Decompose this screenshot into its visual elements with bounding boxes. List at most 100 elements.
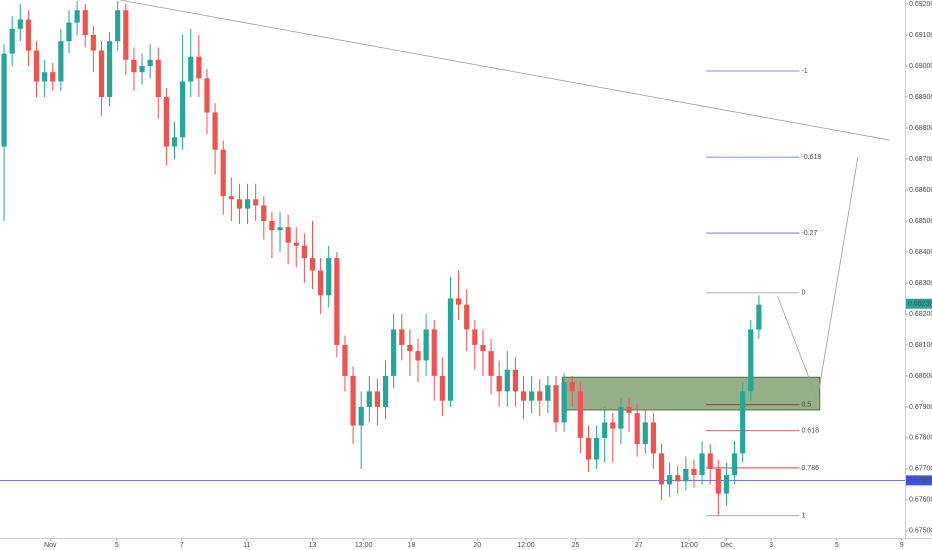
candle-body [537, 391, 543, 401]
y-tick-label: 0.69000 [909, 63, 932, 70]
fib-label: -0.618 [801, 154, 821, 161]
trendline [120, 0, 890, 141]
candle-body [253, 199, 259, 206]
y-tick-label: 0.68400 [909, 249, 932, 256]
candle-body [423, 329, 429, 361]
candle-body [561, 382, 567, 423]
candle-body [455, 298, 462, 305]
y-tick-label: 0.67700 [909, 466, 932, 473]
horizontal-line-price-box [906, 475, 932, 486]
candle-body [58, 41, 64, 82]
candle-body [610, 422, 616, 429]
x-tick-label: 20 [473, 542, 481, 549]
fib-label: 0.786 [801, 465, 819, 472]
candle-body [634, 413, 640, 445]
candle-body [171, 137, 178, 147]
candle-body [33, 50, 40, 82]
candle-body [228, 196, 234, 200]
y-tick-label: 0.68800 [909, 125, 932, 132]
candle-body [691, 468, 697, 476]
y-tick-label: 0.67900 [909, 404, 932, 411]
y-tick-label: 0.68100 [909, 342, 932, 349]
candle-body [66, 22, 72, 42]
candle-body [115, 10, 121, 42]
y-tick-label: 0.67600 [909, 497, 932, 504]
fib-label: -1 [801, 68, 807, 75]
fib-label: 1 [801, 513, 805, 520]
candle-body [715, 468, 721, 494]
candle-body [236, 199, 243, 209]
candle-body [391, 329, 397, 376]
x-tick-label: 25 [572, 542, 580, 549]
candle-body [269, 220, 275, 231]
projection [777, 156, 859, 402]
last-price-label: 0.68233 [908, 301, 932, 308]
candle-body [553, 385, 559, 423]
candle-body [480, 344, 486, 352]
candle-body [106, 41, 113, 98]
candle-body [285, 227, 291, 243]
candle-body [667, 475, 673, 485]
candle-body [147, 59, 153, 67]
y-tick-label: 0.68000 [909, 373, 932, 380]
candle-body [399, 329, 405, 345]
x-tick-label: 7 [180, 542, 184, 549]
y-tick-label: 0.69200 [909, 1, 932, 8]
candle-body [618, 406, 624, 429]
y-tick-label: 0.67500 [909, 528, 932, 535]
candle-body [244, 199, 251, 209]
candle-body [358, 406, 364, 426]
candle-body [82, 10, 88, 36]
candle-body [756, 304, 762, 330]
candle-body [309, 258, 316, 271]
candle-body [707, 453, 713, 469]
fib-label: 0 [801, 290, 805, 297]
candle-body [131, 59, 137, 73]
candle-body [496, 375, 502, 392]
y-tick-label: 0.68600 [909, 187, 932, 194]
y-tick-label: 0.68900 [909, 94, 932, 101]
candle-body [488, 351, 494, 376]
candle-body [98, 50, 105, 98]
candle-body [350, 375, 356, 426]
y-tick-label: 0.68500 [909, 218, 932, 225]
candle-body [204, 78, 210, 113]
x-tick-label: 12:00 [355, 542, 373, 549]
candle-body [196, 56, 202, 79]
fib-label: -0.27 [801, 230, 817, 237]
candle-body [334, 258, 340, 345]
candle-body [212, 112, 218, 150]
candle-body [602, 422, 608, 438]
candle-body [90, 35, 96, 51]
candle-body [520, 391, 527, 401]
candle-body [658, 453, 665, 485]
candle-body [529, 391, 535, 401]
candle-body [50, 72, 56, 82]
candle-body [748, 329, 754, 392]
x-tick-label: 18 [408, 542, 416, 549]
candle-body [301, 245, 307, 259]
candle-body [17, 19, 23, 29]
x-tick-label: 12:00 [517, 542, 535, 549]
x-tick-label: 12:00 [680, 542, 698, 549]
candle-body [585, 437, 592, 460]
candle-body [326, 258, 332, 296]
candle-body [593, 437, 600, 460]
y-tick-label: 0.68300 [909, 280, 932, 287]
y-tick-label: 0.68200 [909, 311, 932, 318]
candle-body [415, 351, 421, 361]
x-tick-label: 5 [835, 542, 839, 549]
x-tick-label: 9 [900, 542, 904, 549]
candle-body [431, 329, 437, 376]
candle-body [699, 453, 705, 476]
candle-body [318, 270, 324, 296]
candle-body [220, 149, 226, 197]
x-tick-label: 5 [115, 542, 119, 549]
candle-body [374, 391, 381, 407]
candle-body [439, 375, 445, 401]
candle-body [123, 10, 129, 60]
candle-body [650, 422, 656, 454]
x-tick-label: Dec [720, 542, 733, 549]
candle-body [545, 385, 551, 401]
